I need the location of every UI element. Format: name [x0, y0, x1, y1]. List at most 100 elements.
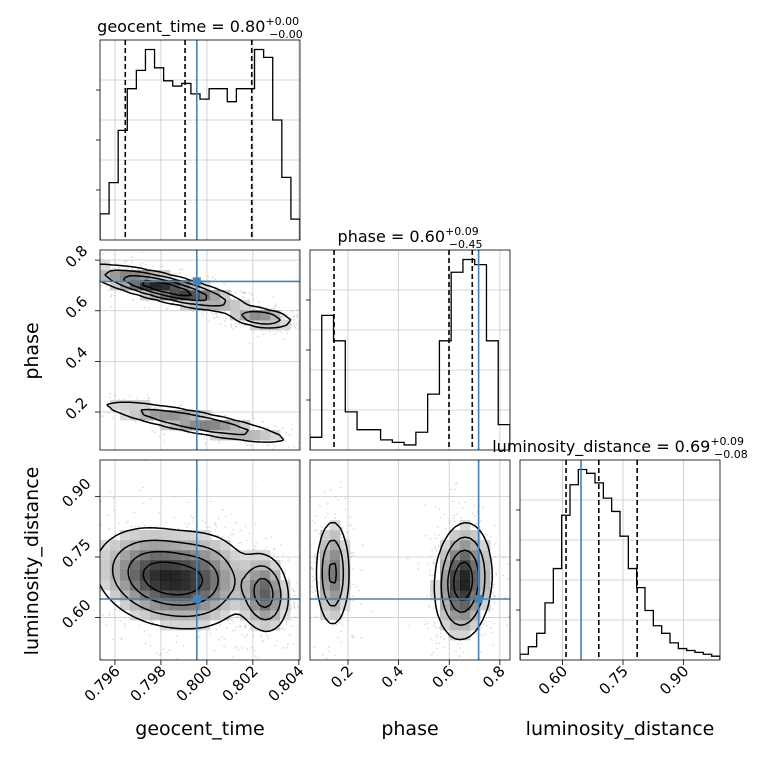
sample-point: [266, 443, 269, 446]
sample-point: [240, 323, 243, 326]
sample-point: [85, 396, 87, 398]
density-cell: [320, 580, 331, 591]
sample-point: [441, 537, 444, 540]
y-tick-label-luminosity_distance: 0.90: [58, 475, 94, 511]
sample-point: [253, 664, 255, 666]
sample-point: [132, 299, 135, 302]
density-cell: [110, 270, 121, 281]
density-cell: [440, 550, 451, 561]
density-cell: [340, 540, 351, 551]
sample-point: [281, 427, 284, 429]
density-cell: [210, 610, 221, 621]
x-tick-label-geocent_time: 0.796: [81, 662, 124, 705]
density-cell: [430, 580, 441, 591]
density-cell: [130, 540, 141, 551]
density-cell: [160, 550, 171, 561]
sample-point: [64, 277, 66, 279]
sample-point: [232, 528, 234, 531]
sample-point: [431, 574, 434, 577]
x-tick-label-luminosity_distance: 0.75: [596, 662, 632, 698]
sample-point: [187, 523, 190, 525]
sample-point: [374, 446, 376, 448]
density-cell: [330, 590, 341, 601]
sample-point: [297, 327, 300, 330]
sample-point: [123, 623, 126, 626]
sample-point: [244, 292, 247, 294]
density-cell: [260, 590, 271, 601]
density-cell: [200, 590, 211, 601]
panel-frame: [99, 39, 301, 241]
sample-point: [449, 488, 452, 491]
sample-point: [330, 686, 332, 688]
density-cell: [100, 260, 111, 271]
sample-point: [489, 536, 492, 539]
sample-point: [107, 514, 110, 516]
sample-point: [145, 263, 147, 266]
sample-point: [313, 646, 316, 649]
truth-marker: [192, 277, 201, 286]
sample-point: [293, 445, 296, 448]
sample-point: [435, 549, 438, 552]
sample-point: [458, 655, 460, 658]
sample-point: [306, 319, 308, 321]
sample-point: [223, 638, 226, 640]
sample-point: [190, 514, 193, 517]
sample-point: [84, 533, 86, 535]
sample-point: [304, 440, 306, 442]
y-tick-label-phase: 0.6: [62, 292, 92, 322]
sample-point: [492, 593, 494, 596]
sample-point: [230, 323, 232, 326]
sample-point: [350, 556, 353, 558]
sample-point: [341, 527, 344, 530]
title-plus: +0.00: [265, 15, 299, 28]
sample-point: [148, 634, 151, 637]
sample-point: [426, 627, 429, 630]
density-cell: [440, 540, 451, 551]
sample-point: [326, 452, 328, 454]
density-cell: [320, 610, 331, 621]
sample-point: [452, 517, 455, 520]
sample-point: [484, 632, 487, 635]
sample-point: [163, 440, 166, 443]
sample-point: [461, 507, 464, 509]
density-cell: [200, 550, 211, 561]
sample-point: [111, 267, 114, 270]
density-cell: [220, 560, 231, 571]
sample-point: [118, 522, 121, 525]
density-cell: [210, 560, 221, 571]
sample-point: [254, 308, 257, 311]
sample-point: [302, 327, 304, 329]
density-cell: [220, 590, 231, 601]
sample-point: [246, 444, 249, 447]
sample-point: [315, 529, 318, 531]
sample-point: [144, 525, 146, 527]
sample-point: [45, 597, 47, 599]
density-cell: [180, 610, 191, 621]
sample-point: [293, 590, 296, 592]
sample-point: [313, 322, 315, 324]
sample-point: [314, 522, 316, 525]
density-cell: [140, 530, 151, 541]
density-cell: [120, 530, 131, 541]
sample-point: [41, 391, 43, 393]
sample-point: [131, 256, 134, 259]
sample-point: [313, 530, 316, 532]
panel-frame: [99, 459, 301, 661]
sample-point: [218, 442, 221, 445]
density-cell: [340, 590, 351, 601]
sample-point: [109, 491, 112, 494]
density-cell: [140, 570, 151, 581]
x-tick-label-luminosity_distance: 0.90: [656, 662, 692, 698]
sample-point: [232, 328, 235, 330]
sample-point: [105, 624, 108, 627]
sample-point: [125, 522, 128, 524]
sample-point: [433, 559, 435, 562]
density-cell: [160, 560, 171, 571]
sample-point: [241, 647, 244, 649]
sample-point: [491, 608, 494, 611]
sample-point: [310, 566, 313, 569]
sample-point: [301, 324, 303, 326]
sample-point: [304, 571, 306, 573]
sample-point: [92, 287, 94, 289]
sample-point: [313, 578, 316, 581]
